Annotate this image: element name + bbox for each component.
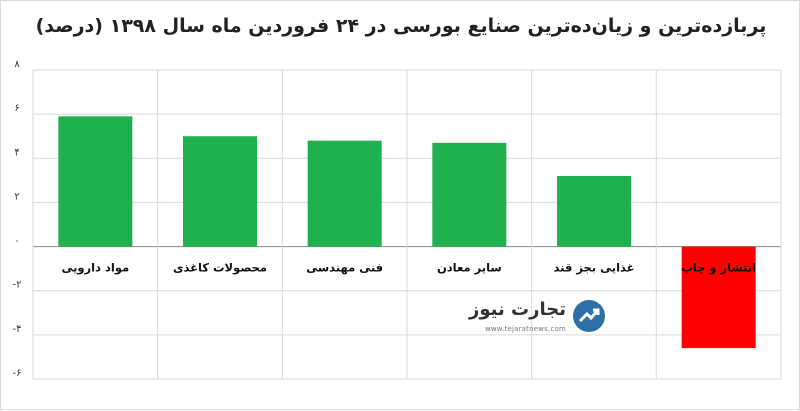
y-tick-label: ۰ (14, 236, 19, 247)
bar (557, 175, 631, 247)
y-tick-label: -۴ (13, 324, 22, 335)
category-label: سایر معادن (437, 261, 502, 275)
category-label: مواد دارویی (61, 261, 129, 276)
watermark-url: www.tejaratnews.com (484, 325, 566, 333)
bar (681, 246, 756, 349)
y-tick-label: ۶ (14, 103, 19, 114)
tejaratnews-logo-icon (573, 300, 605, 332)
bar (307, 140, 382, 247)
bar (183, 136, 257, 247)
bar (432, 142, 507, 247)
bar (58, 116, 133, 247)
y-tick-label: ۸ (14, 59, 20, 70)
category-label: انتشار و چاپ (681, 261, 756, 276)
watermark: تجارت نیوز www.tejaratnews.com (463, 295, 608, 339)
y-tick-label: ۲ (14, 191, 19, 202)
y-tick-label: -۶ (13, 368, 22, 379)
chart-title: پربازده‌ترین و زیان‌ده‌ترین صنایع بورسی … (35, 15, 767, 37)
y-tick-label: ۴ (14, 147, 19, 158)
category-label: محصولات کاغذی (173, 261, 267, 276)
y-tick-label: -۲ (13, 280, 22, 291)
category-label: فنی مهندسی (306, 261, 383, 275)
watermark-name: تجارت نیوز (469, 299, 566, 320)
category-label: غذایی بجز قند (553, 261, 634, 275)
